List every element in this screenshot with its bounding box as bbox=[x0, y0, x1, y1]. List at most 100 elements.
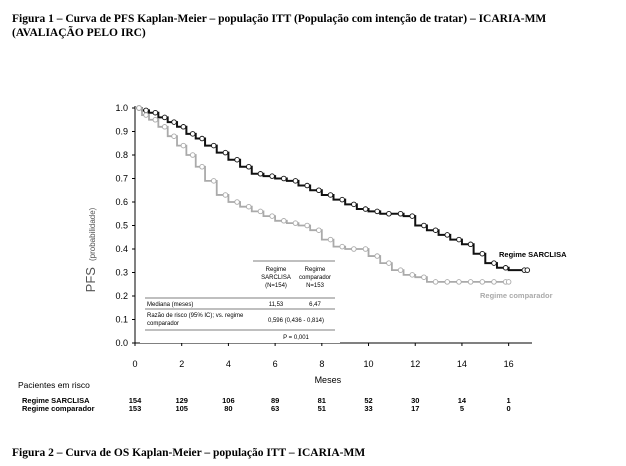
censor-marker-comparator bbox=[374, 253, 380, 259]
x-tick-label: 4 bbox=[226, 359, 231, 369]
table-cell: 0,596 (0,436 - 0,814) bbox=[268, 318, 324, 324]
censor-marker-sarclisa bbox=[386, 210, 392, 217]
x-tick-label: 6 bbox=[273, 359, 278, 369]
axes: 0.0 0.1 0.2 0.3 0.4 0.5 0.6 0.7 0.8 0.9 1.0 0 2 4 6 8 10… bbox=[83, 103, 532, 385]
censor-marker-sarclisa bbox=[316, 187, 322, 193]
censor-marker-sarclisa bbox=[467, 241, 474, 248]
at-risk-count: 129 bbox=[175, 396, 188, 405]
stats-table-bg bbox=[140, 258, 340, 343]
censor-marker-comparator bbox=[210, 178, 217, 184]
table-col-header: Regime bbox=[305, 267, 326, 273]
table-cell: 11,53 bbox=[269, 302, 284, 308]
censor-marker-comparator bbox=[432, 279, 439, 285]
x-tick-label: 10 bbox=[364, 359, 374, 369]
censor-marker-sarclisa bbox=[143, 107, 149, 114]
censor-marker-sarclisa bbox=[304, 182, 310, 189]
at-risk-count: 1 bbox=[507, 396, 511, 405]
censor-marker-sarclisa bbox=[444, 232, 451, 238]
x-axis-label: Meses bbox=[315, 375, 342, 385]
table-cell: P = 0,001 bbox=[283, 335, 309, 341]
table-col-header: SARCLISA bbox=[261, 275, 291, 281]
y-tick-label: 0.0 bbox=[115, 338, 128, 348]
censor-marker-sarclisa bbox=[257, 171, 264, 177]
at-risk-row-label: Regime SARCLISA bbox=[22, 396, 90, 405]
table-col-header: (N=154) bbox=[265, 283, 287, 289]
y-tick-label: 0.3 bbox=[115, 268, 128, 278]
censor-marker-sarclisa bbox=[421, 222, 427, 229]
y-tick-label: 0.5 bbox=[115, 221, 128, 231]
censor-marker-comparator bbox=[351, 246, 357, 252]
table-col-header: Regime bbox=[266, 267, 287, 273]
censor-marker-comparator bbox=[491, 279, 497, 285]
y-tick-label: 1.0 bbox=[115, 103, 128, 113]
at-risk-count: 89 bbox=[271, 396, 279, 405]
x-tick-label: 8 bbox=[319, 359, 324, 369]
censor-marker-sarclisa bbox=[180, 124, 187, 130]
censor-marker-sarclisa bbox=[456, 236, 462, 243]
at-risk-count: 17 bbox=[411, 404, 419, 413]
censor-marker-comparator bbox=[456, 279, 462, 285]
x-tick-label: 16 bbox=[504, 359, 514, 369]
series-layer bbox=[135, 105, 531, 285]
series-line-comparator bbox=[135, 107, 509, 283]
censor-marker-sarclisa bbox=[246, 163, 252, 170]
censor-marker-sarclisa bbox=[362, 206, 369, 212]
censor-marker-comparator bbox=[281, 218, 287, 224]
censor-marker-comparator bbox=[161, 124, 168, 130]
censor-marker-comparator bbox=[152, 116, 159, 123]
censor-marker-comparator bbox=[304, 222, 310, 229]
labels-layer: Regime SARCLISA Regime comparador bbox=[480, 250, 567, 300]
at-risk-title: Pacientes em risco bbox=[18, 380, 90, 390]
censor-marker-comparator bbox=[143, 112, 149, 118]
y-tick-label: 0.6 bbox=[115, 197, 128, 207]
censor-marker-comparator bbox=[171, 133, 177, 139]
at-risk-count: 153 bbox=[129, 404, 142, 413]
censor-marker-comparator bbox=[246, 203, 252, 210]
at-risk-count: 30 bbox=[411, 396, 419, 405]
x-tick-label: 12 bbox=[410, 359, 420, 369]
at-risk-count: 51 bbox=[318, 404, 326, 413]
censor-marker-comparator bbox=[316, 227, 322, 233]
censor-marker-comparator bbox=[180, 142, 187, 149]
censor-marker-sarclisa bbox=[222, 149, 229, 156]
censor-marker-sarclisa bbox=[339, 196, 345, 203]
censor-marker-sarclisa bbox=[409, 213, 415, 219]
table-col-header: comparador bbox=[299, 275, 331, 281]
censor-marker-sarclisa bbox=[281, 175, 287, 182]
censor-marker-sarclisa bbox=[210, 142, 217, 149]
censor-marker-sarclisa bbox=[432, 227, 439, 233]
at-risk-count: 80 bbox=[224, 404, 232, 413]
censor-marker-sarclisa bbox=[524, 267, 531, 273]
censor-marker-sarclisa bbox=[199, 135, 205, 142]
censor-marker-comparator bbox=[269, 213, 275, 219]
censor-marker-comparator bbox=[199, 163, 205, 170]
table-col-header: N=153 bbox=[306, 283, 325, 289]
censor-marker-comparator bbox=[467, 279, 474, 285]
censor-marker-sarclisa bbox=[351, 201, 357, 208]
censor-marker-sarclisa bbox=[502, 265, 509, 271]
at-risk-count: 33 bbox=[364, 404, 372, 413]
table-row-label: Mediana (meses) bbox=[147, 302, 193, 308]
censor-marker-comparator bbox=[362, 246, 369, 252]
censor-marker-comparator bbox=[505, 279, 512, 285]
censor-marker-comparator bbox=[292, 220, 299, 226]
censor-marker-sarclisa bbox=[234, 156, 240, 163]
censor-marker-sarclisa bbox=[479, 250, 486, 257]
censor-marker-sarclisa bbox=[491, 260, 497, 266]
censor-marker-comparator bbox=[397, 267, 404, 273]
table-cell: 6,47 bbox=[309, 302, 321, 308]
at-risk-count: 63 bbox=[271, 404, 279, 413]
censor-marker-comparator bbox=[479, 279, 486, 285]
figure-2-caption: Figura 2 – Curva de OS Kaplan-Meier – po… bbox=[12, 447, 366, 459]
censor-marker-comparator bbox=[189, 152, 196, 158]
censor-marker-comparator bbox=[234, 199, 240, 205]
y-tick-label: 0.4 bbox=[115, 244, 128, 254]
at-risk-count: 105 bbox=[175, 404, 188, 413]
censor-marker-comparator bbox=[222, 192, 229, 198]
censor-marker-sarclisa bbox=[374, 208, 380, 215]
at-risk-count: 106 bbox=[222, 396, 235, 405]
y-tick-label: 0.2 bbox=[115, 291, 128, 301]
censor-marker-sarclisa bbox=[292, 178, 299, 184]
censor-marker-sarclisa bbox=[269, 173, 275, 179]
